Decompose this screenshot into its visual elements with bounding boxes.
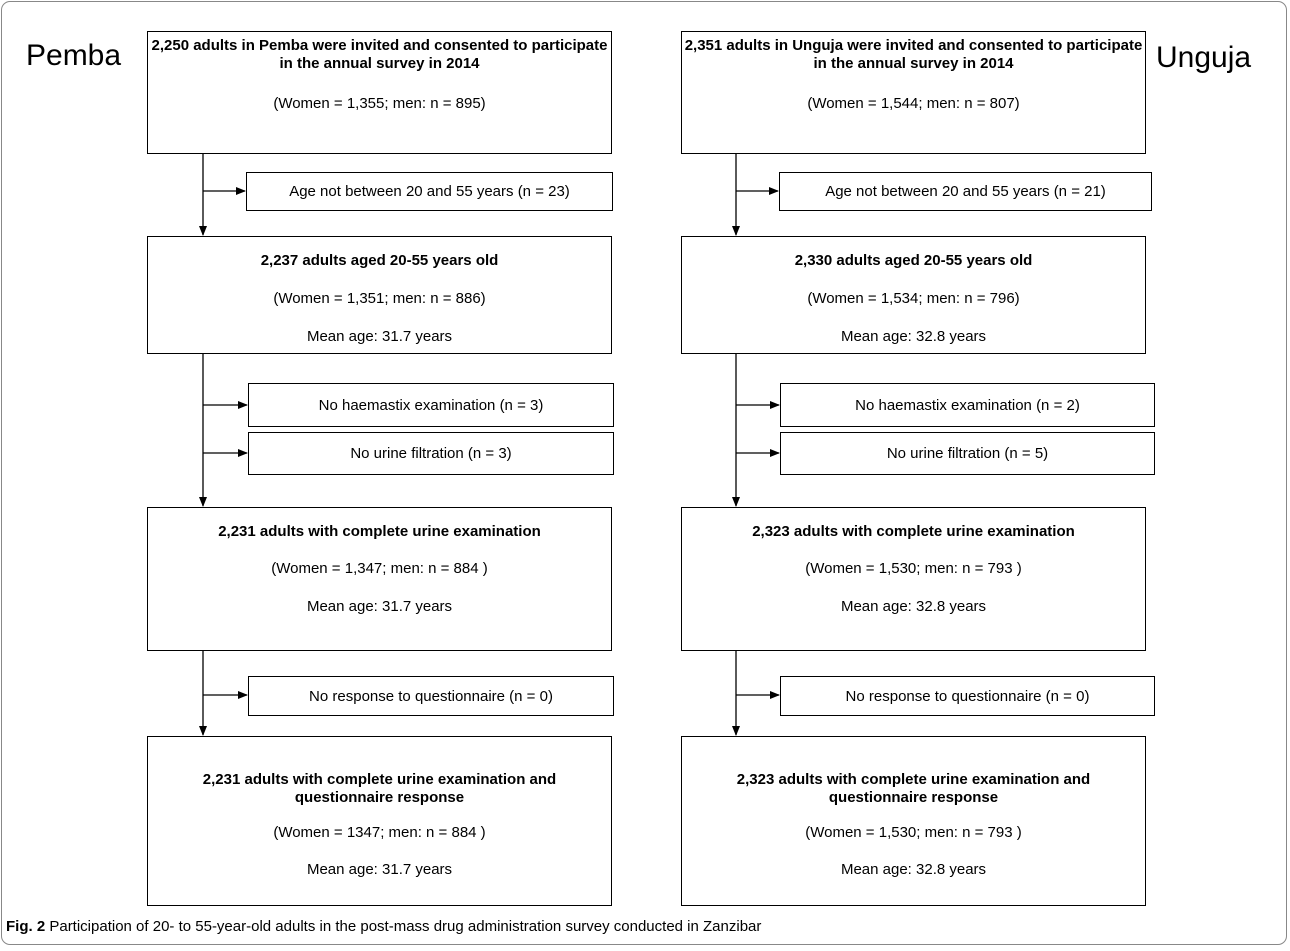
stage-title: 2,231 adults with complete urine examina… xyxy=(202,771,557,806)
stage-title: 2,250 adults in Pemba were invited and c… xyxy=(151,37,608,72)
stage-title: 2,351 adults in Unguja were invited and … xyxy=(684,37,1143,72)
stage-breakdown: (Women = 1,347; men: n = 884 ) xyxy=(271,560,488,577)
stage-mean-age: Mean age: 32.8 years xyxy=(840,328,987,345)
stage-breakdown: (Women = 1,530; men: n = 793 ) xyxy=(805,560,1022,577)
unguja-exclusion-age: Age not between 20 and 55 years (n = 21) xyxy=(779,172,1152,211)
unguja-stage-aged: 2,330 adults aged 20-55 years old (Women… xyxy=(681,236,1146,354)
stage-title: 2,231 adults with complete urine examina… xyxy=(218,523,541,540)
pemba-stage-invited: 2,250 adults in Pemba were invited and c… xyxy=(147,31,612,154)
stage-breakdown: (Women = 1,534; men: n = 796) xyxy=(807,290,1020,307)
figure-caption-text: Participation of 20- to 55-year-old adul… xyxy=(49,918,762,935)
pemba-exclusion-haemastix: No haemastix examination (n = 3) xyxy=(248,383,614,427)
region-label-pemba: Pemba xyxy=(26,39,122,72)
stage-breakdown: (Women = 1,544; men: n = 807) xyxy=(807,95,1020,112)
stage-mean-age: Mean age: 31.7 years xyxy=(306,598,453,615)
unguja-stage-urine: 2,323 adults with complete urine examina… xyxy=(681,507,1146,651)
stage-mean-age: Mean age: 32.8 years xyxy=(840,598,987,615)
stage-breakdown: (Women = 1347; men: n = 884 ) xyxy=(273,824,486,841)
stage-breakdown: (Women = 1,355; men: n = 895) xyxy=(273,95,486,112)
stage-title: 2,323 adults with complete urine examina… xyxy=(752,523,1075,540)
figure-caption: Fig. 2 Participation of 20- to 55-year-o… xyxy=(6,918,761,935)
unguja-exclusion-questionnaire: No response to questionnaire (n = 0) xyxy=(780,676,1155,716)
pemba-exclusion-filtration: No urine filtration (n = 3) xyxy=(248,432,614,475)
stage-mean-age: Mean age: 31.7 years xyxy=(306,328,453,345)
unguja-exclusion-filtration: No urine filtration (n = 5) xyxy=(780,432,1155,475)
stage-breakdown: (Women = 1,530; men: n = 793 ) xyxy=(805,824,1022,841)
pemba-exclusion-age: Age not between 20 and 55 years (n = 23) xyxy=(246,172,613,211)
pemba-stage-aged: 2,237 adults aged 20-55 years old (Women… xyxy=(147,236,612,354)
region-label-unguja: Unguja xyxy=(1156,41,1252,74)
pemba-stage-urine: 2,231 adults with complete urine examina… xyxy=(147,507,612,651)
pemba-stage-final: 2,231 adults with complete urine examina… xyxy=(147,736,612,906)
unguja-stage-invited: 2,351 adults in Unguja were invited and … xyxy=(681,31,1146,154)
stage-mean-age: Mean age: 31.7 years xyxy=(306,861,453,878)
figure-label: Fig. 2 xyxy=(6,918,46,935)
stage-title: 2,237 adults aged 20-55 years old xyxy=(260,252,499,269)
unguja-exclusion-haemastix: No haemastix examination (n = 2) xyxy=(780,383,1155,427)
stage-title: 2,330 adults aged 20-55 years old xyxy=(794,252,1033,269)
unguja-stage-final: 2,323 adults with complete urine examina… xyxy=(681,736,1146,906)
stage-breakdown: (Women = 1,351; men: n = 886) xyxy=(273,290,486,307)
stage-title: 2,323 adults with complete urine examina… xyxy=(736,771,1091,806)
stage-mean-age: Mean age: 32.8 years xyxy=(840,861,987,878)
pemba-exclusion-questionnaire: No response to questionnaire (n = 0) xyxy=(248,676,614,716)
